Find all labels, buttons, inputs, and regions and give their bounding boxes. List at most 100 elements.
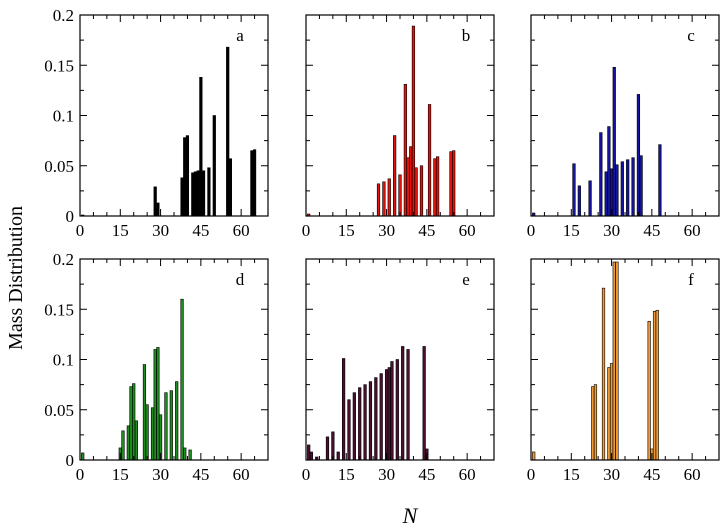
plot-frame — [79, 258, 269, 461]
y-tick-label: 0.1 — [53, 351, 74, 370]
panel-a: 0 15 30 45 60 0 0.05 0.1 0.15 0.2 a — [44, 6, 269, 240]
bar-a-45 — [199, 77, 203, 217]
x-tick-label: 45 — [643, 221, 660, 240]
bar-b-37 — [403, 84, 407, 217]
bar-e-22 — [363, 384, 367, 461]
bar-e-28 — [379, 373, 383, 461]
bar-e-10 — [331, 431, 335, 461]
panel-label: b — [462, 26, 471, 45]
x-tick-label: 0 — [527, 465, 536, 484]
bar-f-1 — [532, 451, 536, 461]
x-axis-title: N — [402, 503, 419, 528]
bar-c-36 — [626, 159, 630, 217]
x-tick-label: 60 — [459, 465, 476, 484]
bar-e-31 — [387, 367, 391, 461]
x-tick-label: 0 — [527, 221, 536, 240]
x-tick-label: 0 — [76, 221, 85, 240]
bar-c-34 — [620, 161, 624, 217]
bar-b-31 — [387, 178, 391, 217]
bar-d-16 — [121, 430, 125, 461]
plot-frame — [305, 258, 495, 461]
bar-b-49 — [435, 156, 440, 217]
x-tick-label: 15 — [563, 465, 580, 484]
bar-a-39 — [183, 137, 187, 217]
y-tick-label: 0.2 — [53, 6, 74, 25]
bar-f-23 — [591, 386, 595, 461]
x-tick-label: 15 — [338, 465, 355, 484]
x-tick-label: 45 — [418, 221, 435, 240]
bar-d-32 — [164, 392, 168, 461]
x-tick-label: 30 — [603, 221, 620, 240]
bar-e-1 — [307, 444, 311, 461]
x-tick-label: 0 — [76, 465, 85, 484]
y-tick-label: 0 — [66, 451, 75, 470]
bar-c-29 — [607, 126, 611, 217]
bar-d-29 — [156, 347, 160, 461]
bar-e-8 — [325, 436, 330, 461]
bar-b-41 — [414, 167, 418, 217]
bar-c-48 — [658, 144, 662, 217]
bar-a-48 — [207, 167, 211, 217]
panel-f: 0 15 30 45 60 f — [527, 258, 720, 484]
bar-d-38 — [180, 298, 184, 461]
bar-c-32 — [615, 164, 619, 217]
bar-c-22 — [588, 180, 592, 217]
bar-e-38 — [406, 349, 410, 461]
bar-c-16 — [572, 163, 576, 217]
bar-f-46 — [652, 310, 657, 461]
y-tick-label: 0 — [66, 207, 75, 226]
bar-e-34 — [395, 359, 399, 461]
bar-e-20 — [358, 387, 362, 461]
x-tick-label: 30 — [378, 465, 395, 484]
x-tick-label: 30 — [152, 465, 169, 484]
y-axis-title: Mass Distribution — [5, 206, 27, 350]
y-tick-label: 0.15 — [44, 56, 74, 75]
bar-e-24 — [368, 381, 373, 461]
bar-d-24 — [142, 364, 147, 461]
x-tick-label: 30 — [378, 221, 395, 240]
x-tick-label: 15 — [563, 221, 580, 240]
bar-d-39 — [183, 447, 187, 461]
bar-d-27 — [150, 407, 155, 461]
bar-f-27 — [601, 287, 606, 461]
x-tick-label: 45 — [192, 465, 209, 484]
x-tick-label: 60 — [459, 221, 476, 240]
bar-b-55 — [452, 150, 456, 217]
bar-a-29 — [156, 202, 160, 217]
bar-c-41 — [639, 155, 643, 217]
x-tick-label: 15 — [112, 465, 129, 484]
bar-a-43 — [193, 171, 198, 217]
bar-c-30 — [609, 168, 614, 217]
bar-e-36 — [401, 346, 405, 461]
bar-f-24 — [593, 384, 598, 461]
x-tick-label: 0 — [302, 221, 311, 240]
bar-f-32 — [615, 261, 619, 461]
bar-d-1 — [81, 452, 85, 461]
x-tick-label: 60 — [684, 221, 701, 240]
x-tick-label: 15 — [338, 221, 355, 240]
bar-a-65 — [252, 149, 257, 217]
bar-f-47 — [655, 309, 659, 461]
x-tick-label: 30 — [152, 221, 169, 240]
bar-b-46 — [427, 104, 432, 217]
bar-b-38 — [406, 157, 410, 217]
bar-b-40 — [411, 25, 416, 217]
bar-a-42 — [191, 172, 195, 217]
bar-b-43 — [419, 165, 424, 217]
x-tick-label: 15 — [112, 221, 129, 240]
bar-c-38 — [631, 157, 635, 217]
bar-b-39 — [409, 146, 413, 217]
bar-d-36 — [175, 381, 179, 461]
panel-label: c — [687, 26, 695, 45]
bar-e-26 — [374, 377, 378, 461]
bar-f-29 — [607, 367, 611, 461]
bar-a-50 — [212, 115, 216, 217]
bar-b-35 — [398, 174, 402, 217]
y-tick-label: 0.1 — [53, 107, 74, 126]
bar-b-29 — [382, 181, 386, 217]
panel-label: d — [236, 270, 245, 289]
bar-a-28 — [153, 186, 157, 217]
bar-f-44 — [647, 321, 651, 461]
bar-d-34 — [169, 390, 173, 461]
